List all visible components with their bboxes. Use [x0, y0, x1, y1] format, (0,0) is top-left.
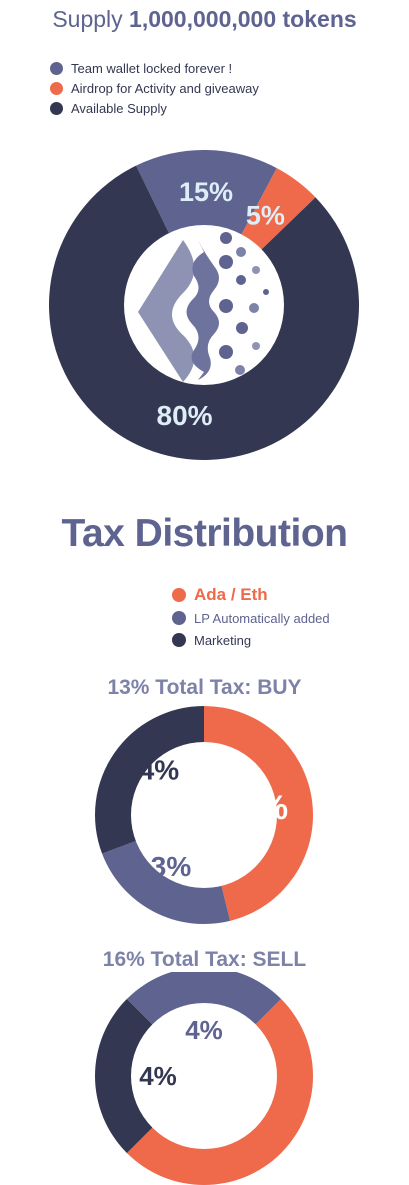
- slice-label: 80%: [157, 400, 213, 431]
- legend-label: Team wallet locked forever !: [71, 60, 233, 76]
- tax-legend-item-marketing: Marketing: [172, 629, 330, 651]
- supply-title-prefix: Supply: [52, 6, 123, 32]
- legend-label: Marketing: [194, 632, 252, 648]
- slice-label: 4%: [185, 1015, 223, 1045]
- legend-label: Available Supply: [71, 100, 167, 116]
- slice-label: 4%: [139, 754, 180, 785]
- supply-title-amount: 1,000,000,000 tokens: [129, 6, 357, 32]
- token-logo-icon: [138, 232, 269, 382]
- tax-distribution-title: Tax Distribution: [61, 512, 348, 555]
- legend-label: Ada / Eth: [194, 585, 268, 604]
- supply-donut-chart: 15% 5% 80%: [48, 150, 359, 460]
- slice-label: 5%: [246, 201, 285, 231]
- supply-legend: Team wallet locked forever ! Airdrop for…: [50, 58, 259, 118]
- slice-label: 15%: [179, 177, 233, 207]
- tax-legend-item-lp: LP Automatically added: [172, 607, 330, 629]
- supply-legend-item-team: Team wallet locked forever !: [50, 58, 259, 78]
- legend-label: LP Automatically added: [194, 610, 330, 626]
- supply-legend-item-airdrop: Airdrop for Activity and giveaway: [50, 78, 259, 98]
- legend-swatch: [50, 101, 63, 115]
- supply-title: Supply 1,000,000,000 tokens: [0, 6, 409, 33]
- legend-swatch: [50, 81, 63, 95]
- legend-swatch: [172, 611, 186, 625]
- slice-label: 8%: [211, 1088, 257, 1124]
- slice-label: 6%: [239, 789, 288, 827]
- sell-tax-title: 16% Total Tax: SELL: [102, 948, 307, 971]
- slice-label: 3%: [151, 851, 192, 882]
- slice-label: 4%: [139, 1061, 177, 1091]
- buy-tax-donut-chart: 6% 3% 4%: [95, 706, 313, 924]
- buy-tax-title: 13% Total Tax: BUY: [107, 676, 302, 699]
- legend-label: Airdrop for Activity and giveaway: [71, 80, 259, 96]
- donut-hole: [131, 1003, 277, 1149]
- legend-swatch: [172, 633, 186, 647]
- tax-legend: Ada / Eth LP Automatically added Marketi…: [172, 583, 330, 651]
- legend-swatch: [50, 61, 63, 75]
- legend-swatch: [172, 588, 186, 602]
- supply-legend-item-available: Available Supply: [50, 98, 259, 118]
- tax-legend-item-ada-eth: Ada / Eth: [172, 583, 330, 607]
- donut-hole: [131, 742, 277, 888]
- sell-tax-donut-chart: 8% 4% 4%: [95, 972, 314, 1185]
